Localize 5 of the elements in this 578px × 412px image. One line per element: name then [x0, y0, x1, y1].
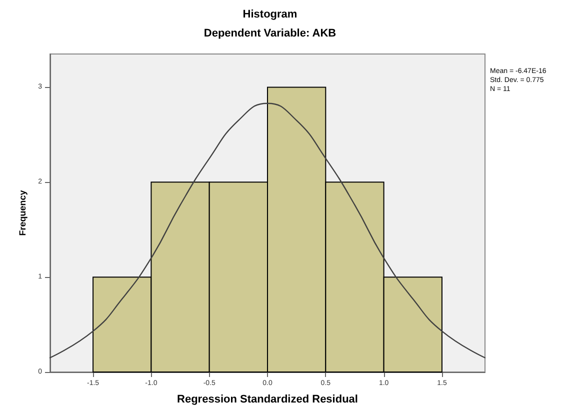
- y-axis-title: Frequency: [18, 190, 28, 236]
- line-series: [49, 102, 486, 358]
- chart-subtitle: Dependent Variable: AKB: [204, 28, 336, 40]
- chart-title: Histogram: [242, 8, 298, 20]
- x-axis-title: Regression Standardized Residual: [177, 394, 358, 406]
